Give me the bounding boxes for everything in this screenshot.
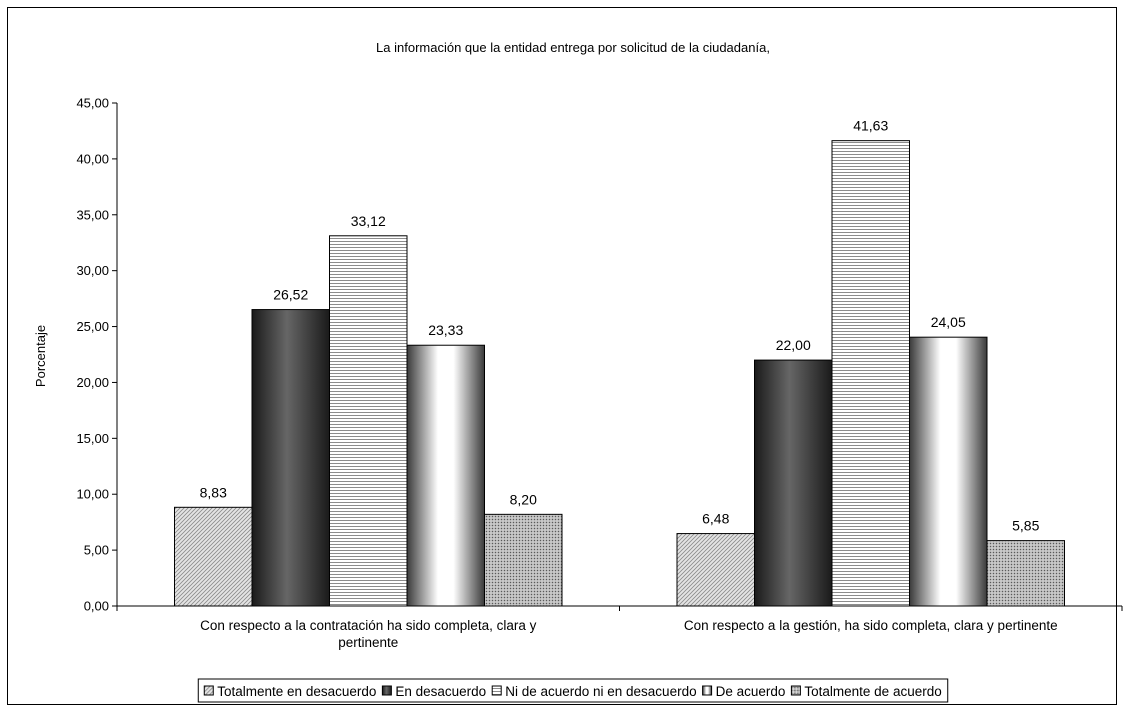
legend-item: Ni de acuerdo ni en desacuerdo xyxy=(491,684,697,699)
data-label: 8,83 xyxy=(200,484,227,500)
axes-group: 0,00 5,00 10,00 15,00 20,00 25,00 30,00 35,00 40… xyxy=(76,96,1123,650)
y-tick-label: 45,00 xyxy=(76,96,109,111)
legend-label: Totalmente en desacuerdo xyxy=(217,684,376,699)
data-label: 8,20 xyxy=(510,491,537,507)
legend-swatch xyxy=(790,685,801,696)
y-tick-label: 30,00 xyxy=(76,263,109,278)
legend-item: En desacuerdo xyxy=(381,684,486,699)
bars-group: 8,83 26,52 33,12 23,33 8,20 6,48 22,00 41,63 24,… xyxy=(174,118,1065,607)
bar xyxy=(484,513,563,607)
x-tick-label: Con respecto a la gestión, ha sido compl… xyxy=(684,618,1058,633)
data-label: 26,52 xyxy=(273,287,308,303)
data-label: 41,63 xyxy=(853,118,888,134)
data-label: 5,85 xyxy=(1012,518,1039,534)
y-axis-label: Porcentaje xyxy=(33,325,48,387)
y-tick-label: 40,00 xyxy=(76,151,109,166)
bar xyxy=(251,309,330,607)
y-tick-label: 20,00 xyxy=(76,375,109,390)
data-label: 6,48 xyxy=(702,511,729,527)
legend-label: Totalmente de acuerdo xyxy=(804,684,941,699)
bar xyxy=(174,506,253,607)
legend-label: En desacuerdo xyxy=(395,684,486,699)
x-tick-label: pertinente xyxy=(338,635,398,650)
y-tick-label: 25,00 xyxy=(76,319,109,334)
data-label: 24,05 xyxy=(931,314,966,330)
legend-swatch xyxy=(702,685,713,696)
x-tick-label: Con respecto a la contratación ha sido c… xyxy=(200,618,536,633)
legend-swatch xyxy=(381,685,392,696)
bar xyxy=(986,540,1065,607)
bar xyxy=(831,140,910,607)
data-label: 22,00 xyxy=(776,337,811,353)
legend-item: Totalmente en desacuerdo xyxy=(203,684,376,699)
y-tick-label: 10,00 xyxy=(76,487,109,502)
y-tick-label: 5,00 xyxy=(84,543,109,558)
data-label: 33,12 xyxy=(351,213,386,229)
legend-frame xyxy=(197,678,949,703)
legend-swatch xyxy=(491,685,502,696)
bar xyxy=(909,336,988,607)
legend-label: Ni de acuerdo ni en desacuerdo xyxy=(505,684,696,699)
legend-swatch xyxy=(203,685,214,696)
bar xyxy=(329,235,408,607)
y-tick-label: 15,00 xyxy=(76,431,109,446)
y-tick-label: 0,00 xyxy=(84,599,109,614)
legend-label: De acuerdo xyxy=(716,684,786,699)
legend-item: Totalmente de acuerdo xyxy=(790,684,942,699)
bar xyxy=(406,344,485,607)
legend: Totalmente en desacuerdo En desacuerdo Ni … xyxy=(197,678,949,703)
chart-title: La información que la entidad entrega po… xyxy=(376,40,770,55)
legend-item: De acuerdo xyxy=(702,684,786,699)
bar xyxy=(754,359,833,607)
bar xyxy=(676,533,755,607)
y-tick-label: 35,00 xyxy=(76,207,109,222)
data-label: 23,33 xyxy=(428,322,463,338)
